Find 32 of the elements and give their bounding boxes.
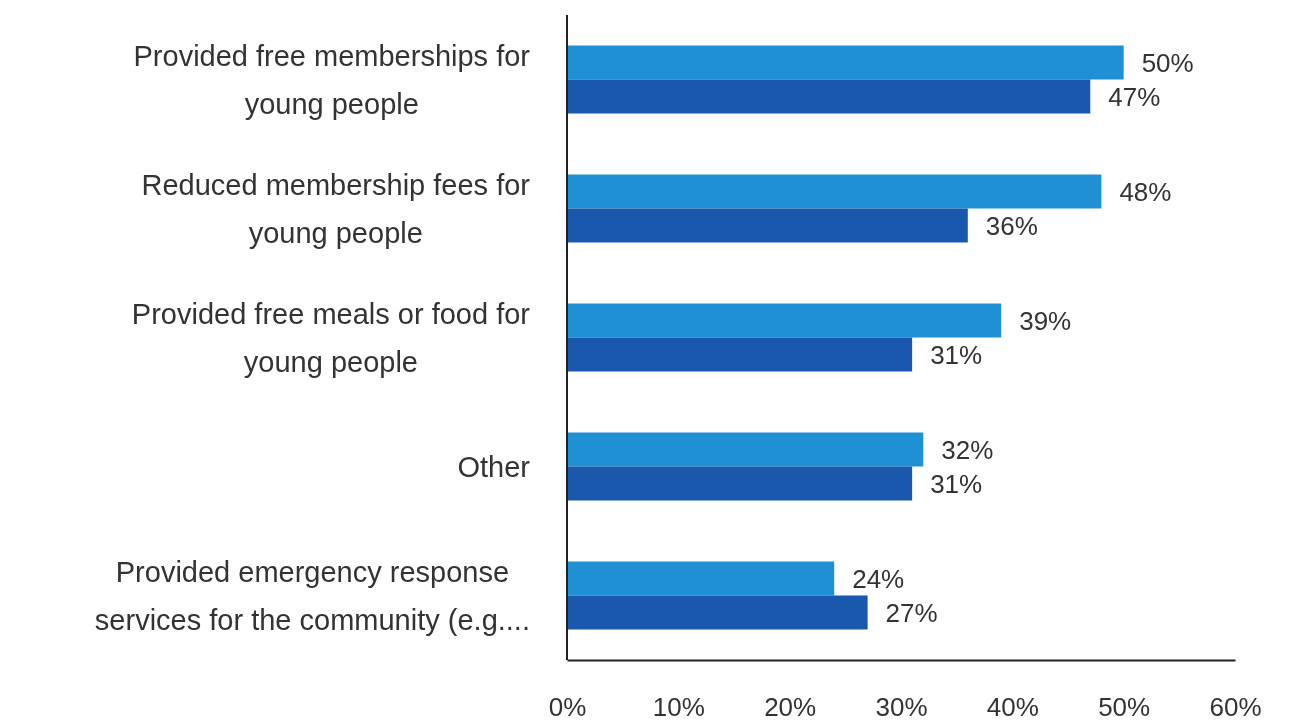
y-tick-label: Provided free memberships for young people [133,39,531,120]
bar [567,595,868,630]
x-tick-label: 0% [548,692,587,723]
y-tick-label: Reduced membership fees for young people [141,168,531,249]
data-label: 47% [1108,81,1161,112]
x-tick-label: 60% [1209,692,1262,723]
bar [567,208,968,243]
x-tick-label: 20% [764,692,817,723]
bar [567,45,1124,80]
data-label: 31% [930,339,983,370]
data-label: 32% [941,434,994,465]
data-label: 39% [1019,305,1072,336]
bar [567,432,924,467]
y-tick-label: Provided free meals or food for young people [131,297,531,378]
data-label: 27% [885,597,938,628]
x-tick-label: 30% [875,692,928,723]
bar [567,303,1002,338]
bar [567,466,913,501]
data-label: 50% [1141,47,1194,78]
x-tick-label: 50% [1098,692,1151,723]
data-label: 24% [852,563,905,594]
data-label: 48% [1119,176,1172,207]
data-label: 31% [930,468,983,499]
bar [567,337,913,372]
x-tick-label: 40% [986,692,1039,723]
y-tick-label: Other [457,450,531,483]
bar [567,561,835,596]
data-label: 36% [985,210,1038,241]
y-tick-label: Provided emergency response services for the community (e.g.... [94,555,530,636]
bar [567,79,1091,114]
bar [567,174,1102,209]
x-tick-label: 10% [652,692,705,723]
